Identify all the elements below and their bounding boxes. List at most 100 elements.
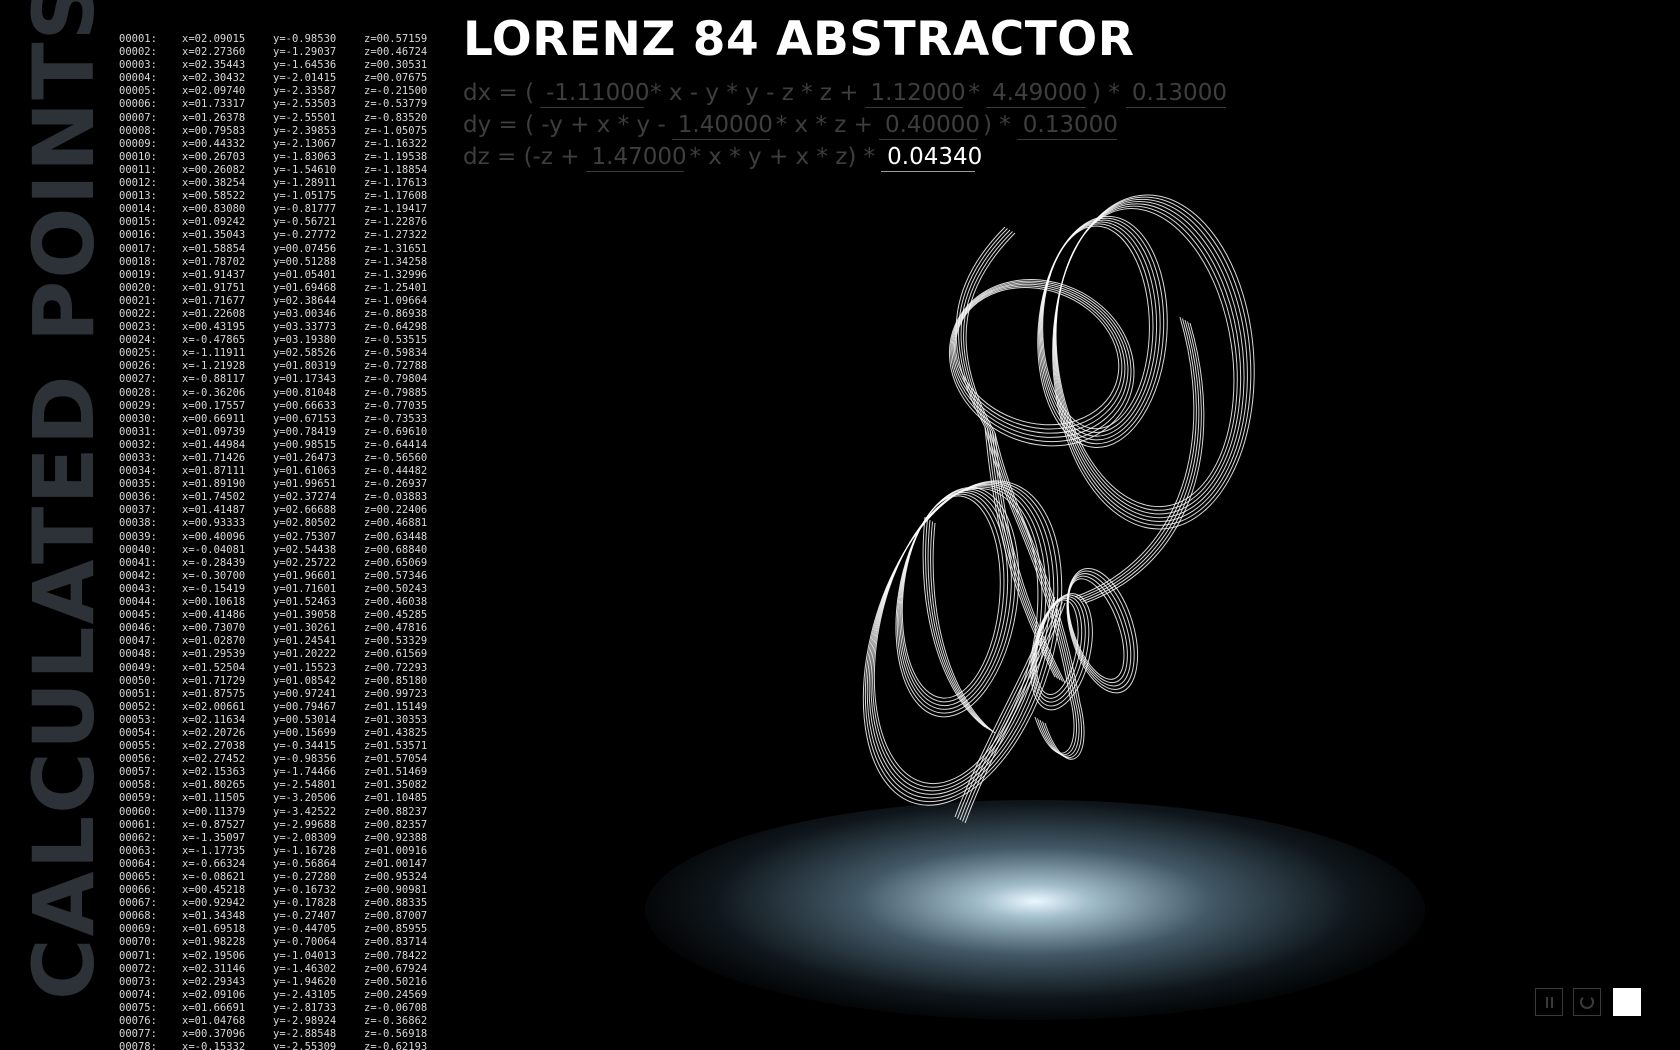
- point-z: z=01.43825: [364, 726, 428, 739]
- attractor-loop: [1055, 205, 1238, 511]
- param-input[interactable]: 0.13000: [1125, 80, 1227, 108]
- point-z: z=00.85180: [364, 674, 428, 687]
- point-x: x=-0.30700: [182, 569, 246, 582]
- point-index: 00073:: [119, 975, 157, 988]
- point-y: y=-2.99688: [273, 818, 337, 831]
- point-x: x=-1.11911: [182, 347, 246, 360]
- attractor-loop: [1033, 596, 1086, 703]
- attractor-loop: [872, 486, 1043, 788]
- param-input[interactable]: 1.47000: [585, 144, 687, 172]
- param-input[interactable]: 1.12000: [864, 80, 966, 108]
- point-x: x=01.74502: [182, 491, 246, 504]
- point-index: 00074:: [119, 988, 157, 1001]
- point-row: 00016: x=01.35043 y=-0.27772 z=-1.27322: [119, 229, 444, 242]
- param-input[interactable]: 4.49000: [986, 80, 1087, 108]
- point-row: 00010: x=00.26703 y=-1.83063 z=-1.19538: [119, 151, 444, 164]
- point-x: x=02.35443: [182, 59, 246, 72]
- equation-text: ) *: [1092, 80, 1120, 106]
- reset-button[interactable]: [1573, 988, 1601, 1016]
- attractor-loop: [1041, 223, 1154, 433]
- param-input-active[interactable]: 0.04340: [881, 144, 982, 172]
- point-x: x=00.93333: [182, 517, 246, 530]
- point-x: x=01.58854: [182, 242, 246, 255]
- param-input[interactable]: -1.11000: [540, 80, 650, 108]
- point-z: z=-0.53515: [364, 334, 428, 347]
- attractor-loop: [1035, 599, 1079, 696]
- param-input[interactable]: 0.40000: [878, 112, 980, 140]
- point-y: y=03.00346: [273, 307, 337, 320]
- point-y: y=00.98515: [273, 438, 337, 451]
- attractor-loop: [1034, 597, 1083, 699]
- point-z: z=00.57346: [364, 569, 428, 582]
- point-index: 00064:: [119, 857, 157, 870]
- point-z: z=01.30353: [364, 713, 428, 726]
- point-z: z=-0.73533: [364, 412, 428, 425]
- point-index: 00019:: [119, 268, 157, 281]
- attractor-loop: [1066, 567, 1139, 694]
- point-y: y=00.78419: [273, 425, 337, 438]
- point-index: 00048:: [119, 648, 157, 661]
- point-y: y=00.51288: [273, 255, 337, 268]
- point-row: 00024: x=-0.47865 y=03.19380 z=-0.53515: [119, 334, 444, 347]
- point-row: 00062: x=-1.35097 y=-2.08309 z=00.92388: [119, 832, 444, 845]
- attractor-loop: [864, 481, 1059, 803]
- point-z: z=-1.31651: [364, 242, 428, 255]
- point-index: 00039:: [119, 530, 157, 543]
- point-row: 00037: x=01.41487 y=02.66688 z=00.22406: [119, 504, 444, 517]
- point-index: 00053:: [119, 713, 157, 726]
- attractor-loop: [1038, 217, 1165, 445]
- point-x: x=00.83080: [182, 203, 246, 216]
- point-y: y=-3.42522: [273, 805, 337, 818]
- equation-text: dz = (-z +: [463, 144, 580, 170]
- point-index: 00056:: [119, 753, 157, 766]
- attractor-loop: [1030, 593, 1093, 711]
- point-z: z=-1.22876: [364, 216, 428, 229]
- point-index: 00036:: [119, 491, 157, 504]
- point-index: 00025:: [119, 347, 157, 360]
- point-x: x=01.71729: [182, 674, 246, 687]
- point-index: 00001:: [119, 33, 157, 45]
- point-z: z=00.72293: [364, 661, 428, 674]
- point-z: z=00.47816: [364, 622, 428, 635]
- equation-text: * x - y * y - z * z +: [650, 80, 859, 106]
- point-z: z=-0.26937: [364, 478, 428, 491]
- param-input[interactable]: 1.40000: [671, 112, 773, 140]
- point-y: y=00.66633: [273, 399, 337, 412]
- point-y: y=-2.98924: [273, 1015, 337, 1028]
- point-x: x=01.87575: [182, 687, 246, 700]
- point-z: z=-1.27322: [364, 229, 428, 242]
- point-x: x=02.09015: [182, 33, 246, 45]
- equation-text: dy = ( -y + x * y -: [463, 112, 666, 138]
- point-z: z=00.07675: [364, 72, 428, 85]
- points-list: 00001: x=02.09015 y=-0.98530 z=00.57159 0000…: [119, 33, 444, 1050]
- point-x: x=01.89190: [182, 478, 246, 491]
- point-index: 00066:: [119, 884, 157, 897]
- point-x: x=-0.08621: [182, 871, 246, 883]
- point-y: y=-2.33587: [273, 85, 337, 98]
- color-swatch[interactable]: [1613, 988, 1641, 1016]
- point-x: x=02.29343: [182, 975, 246, 988]
- point-x: x=02.27360: [182, 46, 246, 59]
- param-input[interactable]: 0.13000: [1016, 112, 1118, 140]
- point-y: y=-1.28911: [273, 177, 337, 190]
- point-index: 00071:: [119, 949, 157, 962]
- point-index: 00055:: [119, 740, 157, 753]
- point-index: 00051:: [119, 687, 157, 700]
- point-index: 00011:: [119, 163, 157, 176]
- point-row: 00040: x=-0.04081 y=02.54438 z=00.68840: [119, 544, 444, 557]
- point-y: y=-0.27407: [273, 910, 337, 923]
- point-row: 00065: x=-0.08621 y=-0.27280 z=00.95324: [119, 871, 444, 884]
- point-x: x=00.92942: [182, 897, 246, 910]
- point-z: z=-0.59834: [364, 347, 428, 360]
- point-z: z=00.46881: [364, 517, 428, 530]
- point-index: 00050:: [119, 674, 157, 687]
- point-z: z=01.57054: [364, 753, 428, 766]
- point-index: 00041:: [119, 556, 157, 569]
- point-z: z=00.67924: [364, 962, 428, 975]
- point-row: 00071: x=02.19506 y=-1.04013 z=00.78422: [119, 950, 444, 963]
- point-x: x=02.09106: [182, 988, 246, 1001]
- point-z: z=-0.83520: [364, 111, 428, 124]
- pause-button[interactable]: [1535, 988, 1563, 1016]
- point-index: 00018:: [119, 255, 157, 268]
